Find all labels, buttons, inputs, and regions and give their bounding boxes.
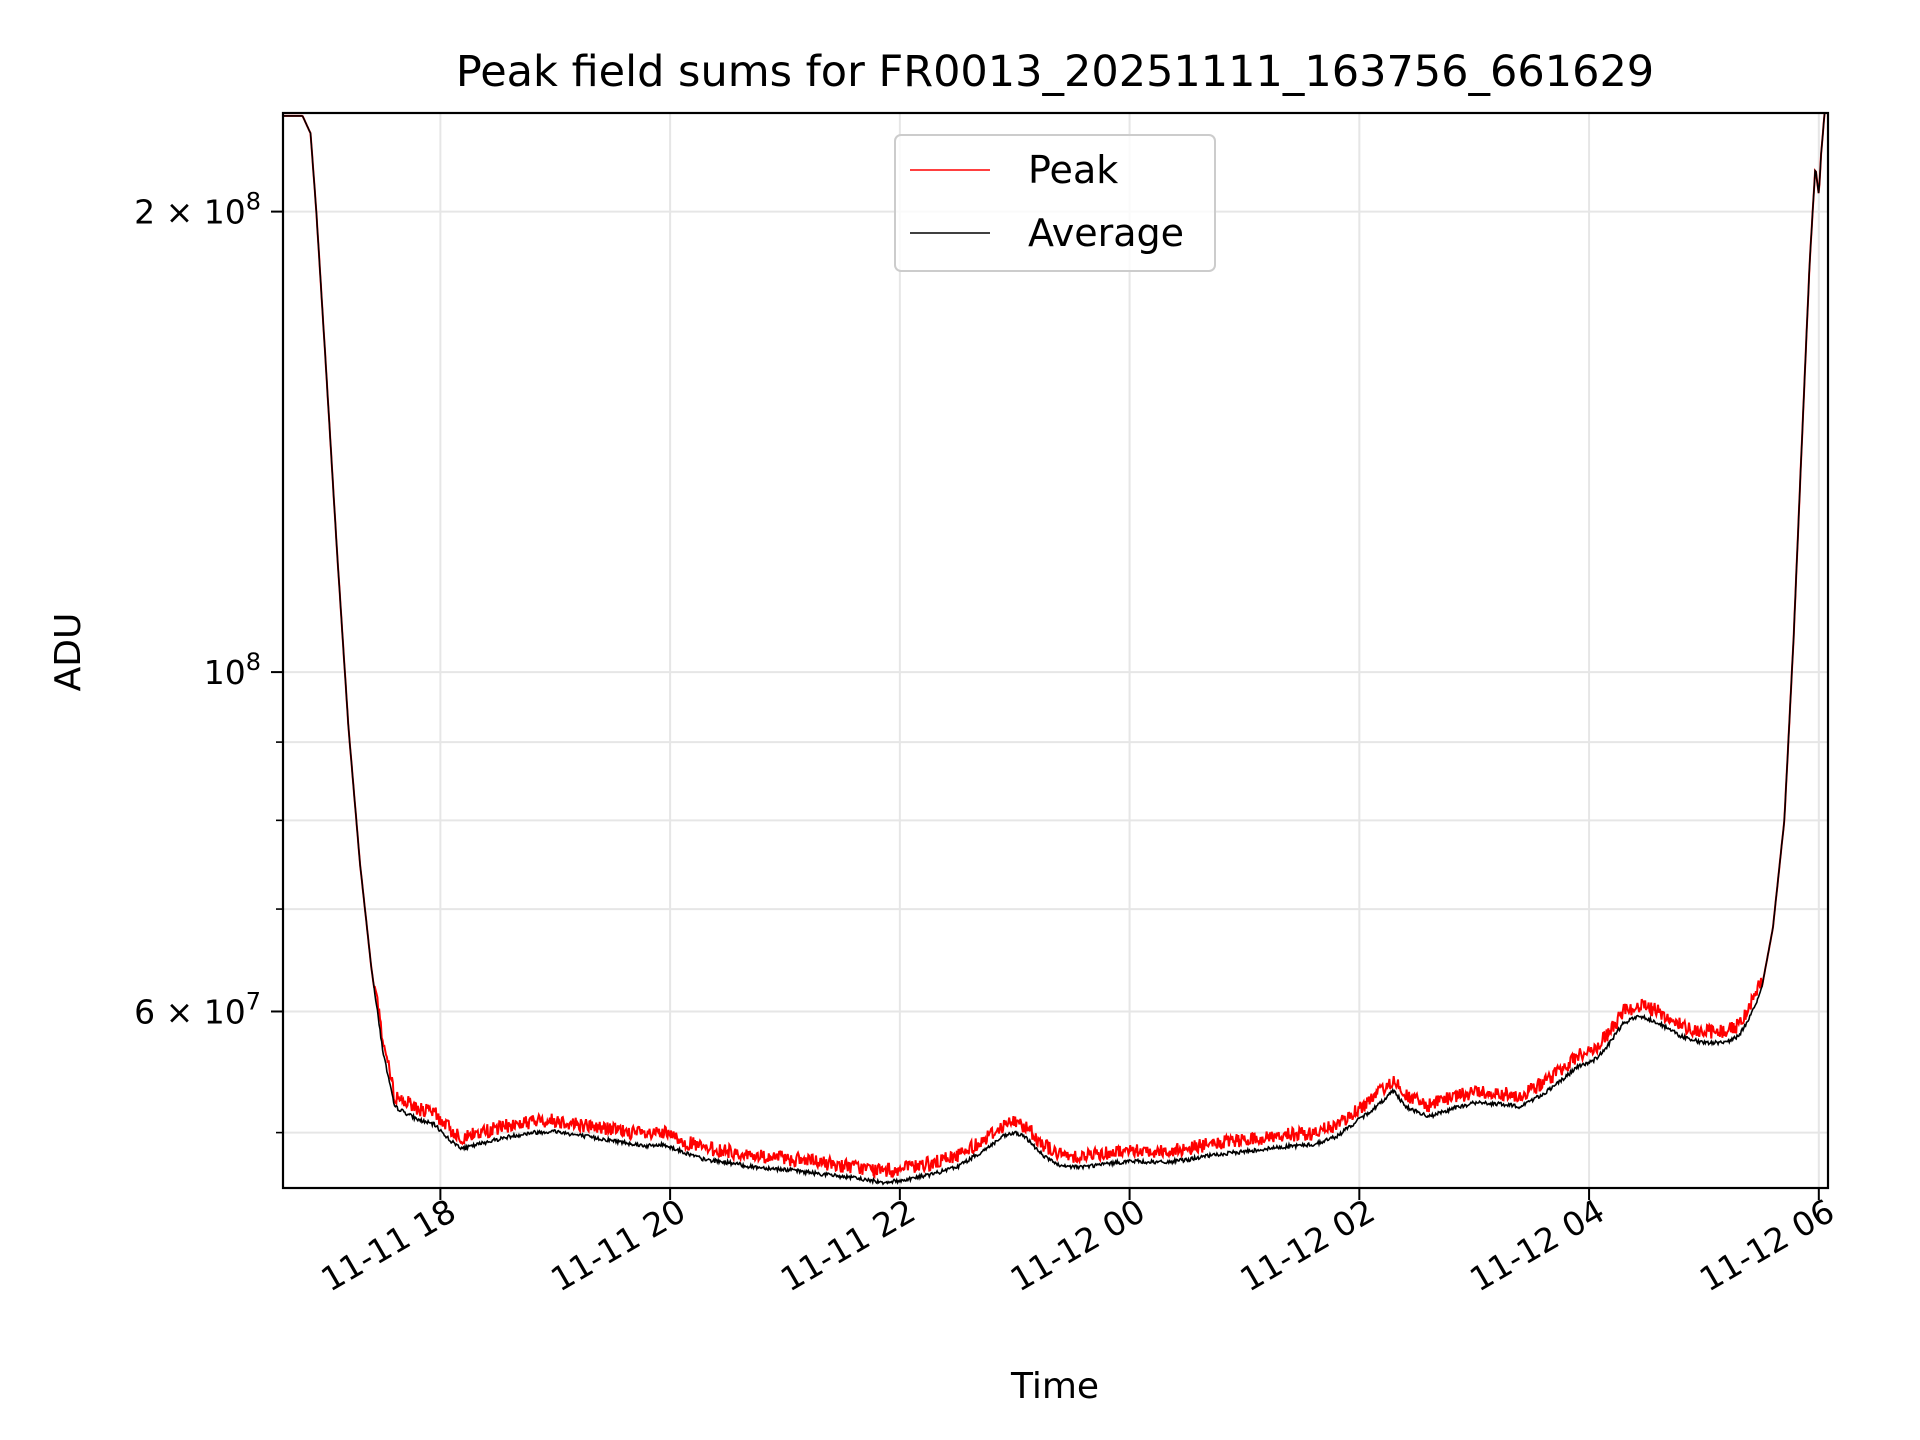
x-axis-label: Time	[1010, 1366, 1099, 1407]
series-line-peak	[283, 113, 1828, 1180]
y-tick-exponent: 8	[246, 648, 261, 676]
legend: Peak Average	[894, 134, 1216, 272]
series-line-average	[283, 113, 1828, 1186]
y-tick-mantissa: 6	[134, 992, 155, 1031]
y-tick-label: 108	[204, 648, 261, 692]
plot-frame	[281, 111, 1830, 1190]
y-tick-base: 10	[204, 193, 246, 232]
legend-label-average: Average	[1028, 211, 1184, 255]
legend-box	[894, 134, 1216, 272]
minor-ticks	[276, 741, 283, 1134]
y-tick-times-sign: ×	[155, 193, 204, 232]
y-tick-label: 2 × 108	[134, 188, 261, 232]
series-layer	[283, 113, 1828, 1186]
chart-title: Peak field sums for FR0013_20251111_1637…	[456, 47, 1654, 97]
y-tick-base: 10	[204, 992, 246, 1031]
y-axis-label: ADU	[48, 613, 89, 692]
y-tick-base: 10	[204, 653, 246, 692]
y-tick-mantissa: 2	[134, 193, 155, 232]
y-tick-exponent: 8	[246, 188, 261, 216]
y-tick-times-sign: ×	[155, 992, 204, 1031]
y-tick-exponent: 7	[246, 987, 261, 1015]
y-tick-label: 6 × 107	[134, 987, 261, 1031]
legend-label-peak: Peak	[1028, 148, 1118, 192]
